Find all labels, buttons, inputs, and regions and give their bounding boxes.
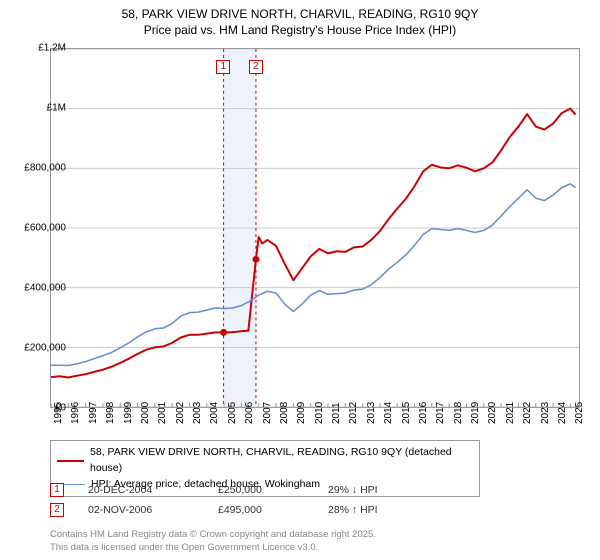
x-axis-label: 2015 xyxy=(401,402,412,424)
x-axis-label: 1999 xyxy=(123,402,134,424)
x-axis-label: 2018 xyxy=(453,402,464,424)
legend-swatch-sold xyxy=(57,460,84,462)
sale-price-2: £495,000 xyxy=(218,504,328,516)
title-line-1: 58, PARK VIEW DRIVE NORTH, CHARVIL, READ… xyxy=(0,6,600,22)
sale-marker-1: 1 xyxy=(50,483,64,497)
x-axis-label: 2012 xyxy=(348,402,359,424)
x-axis-label: 2021 xyxy=(505,402,516,424)
chart-title: 58, PARK VIEW DRIVE NORTH, CHARVIL, READ… xyxy=(0,0,600,38)
x-axis-label: 2014 xyxy=(383,402,394,424)
legend-label-sold: 58, PARK VIEW DRIVE NORTH, CHARVIL, READ… xyxy=(90,445,473,477)
y-axis-label: £600,000 xyxy=(16,223,66,234)
chart-marker-1: 1 xyxy=(216,60,230,74)
x-axis-label: 2002 xyxy=(175,402,186,424)
x-axis-label: 2025 xyxy=(574,402,585,424)
sale-price-1: £250,000 xyxy=(218,484,328,496)
y-axis-label: £800,000 xyxy=(16,163,66,174)
x-axis-label: 2022 xyxy=(522,402,533,424)
x-axis-label: 1997 xyxy=(88,402,99,424)
sale-marker-2: 2 xyxy=(50,503,64,517)
attribution: Contains HM Land Registry data © Crown c… xyxy=(50,529,376,554)
x-axis-label: 2006 xyxy=(244,402,255,424)
chart-container: 58, PARK VIEW DRIVE NORTH, CHARVIL, READ… xyxy=(0,0,600,560)
x-axis-label: 2017 xyxy=(435,402,446,424)
x-axis-label: 2009 xyxy=(296,402,307,424)
x-axis-label: 2013 xyxy=(366,402,377,424)
chart-svg xyxy=(51,49,579,407)
sale-date-2: 02-NOV-2006 xyxy=(88,504,218,516)
sale-point-row-1: 1 20-DEC-2004 £250,000 29% ↓ HPI xyxy=(50,480,468,500)
attribution-line-2: This data is licensed under the Open Gov… xyxy=(50,542,376,554)
x-axis-label: 1998 xyxy=(105,402,116,424)
sale-diff-2: 28% ↑ HPI xyxy=(328,504,468,516)
x-axis-label: 2004 xyxy=(209,402,220,424)
x-axis-label: 2005 xyxy=(227,402,238,424)
x-axis-label: 2007 xyxy=(262,402,273,424)
y-axis-label: £1.2M xyxy=(16,43,66,54)
sale-points-table: 1 20-DEC-2004 £250,000 29% ↓ HPI 2 02-NO… xyxy=(50,480,468,520)
x-axis-label: 2000 xyxy=(140,402,151,424)
y-axis-label: £1M xyxy=(16,103,66,114)
y-axis-label: £400,000 xyxy=(16,283,66,294)
x-axis-label: 2023 xyxy=(540,402,551,424)
x-axis-label: 2016 xyxy=(418,402,429,424)
attribution-line-1: Contains HM Land Registry data © Crown c… xyxy=(50,529,376,541)
x-axis-label: 2011 xyxy=(331,402,342,424)
x-axis-label: 2008 xyxy=(279,402,290,424)
x-axis-label: 2003 xyxy=(192,402,203,424)
y-axis-label: £200,000 xyxy=(16,343,66,354)
chart-marker-2: 2 xyxy=(249,60,263,74)
x-axis-label: 2010 xyxy=(314,402,325,424)
x-axis-label: 2001 xyxy=(157,402,168,424)
x-axis-label: 2020 xyxy=(487,402,498,424)
x-axis-label: 2019 xyxy=(470,402,481,424)
sale-date-1: 20-DEC-2004 xyxy=(88,484,218,496)
title-line-2: Price paid vs. HM Land Registry's House … xyxy=(0,22,600,38)
sale-point-row-2: 2 02-NOV-2006 £495,000 28% ↑ HPI xyxy=(50,500,468,520)
sale-diff-1: 29% ↓ HPI xyxy=(328,484,468,496)
legend-item-sold: 58, PARK VIEW DRIVE NORTH, CHARVIL, READ… xyxy=(57,445,473,477)
x-axis-label: 1996 xyxy=(70,402,81,424)
chart-plot-area xyxy=(50,48,580,408)
x-axis-label: 2024 xyxy=(557,402,568,424)
x-axis-label: 1995 xyxy=(53,402,64,424)
